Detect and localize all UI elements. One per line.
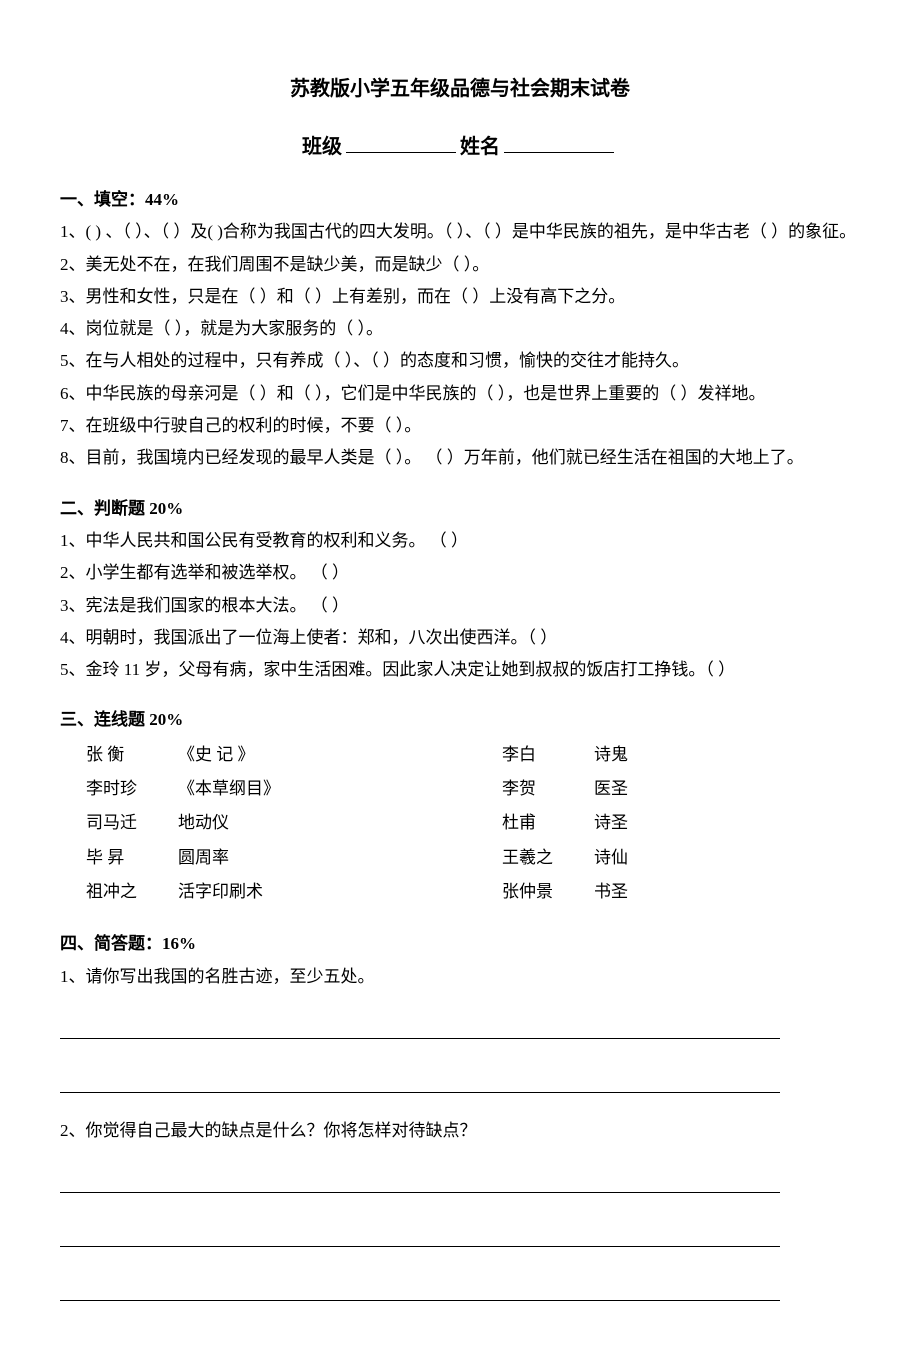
section2-header: 二、判断题 20% — [60, 493, 860, 525]
match-left-work: 活字印刷术 — [178, 876, 378, 908]
s1-q7: 7、在班级中行驶自己的权利的时候，不要（ ）。 — [60, 410, 860, 442]
match-right-work: 诗鬼 — [594, 739, 882, 771]
page-title: 苏教版小学五年级品德与社会期末试卷 — [60, 70, 860, 108]
section-judge: 二、判断题 20% 1、中华人民共和国公民有受教育的权利和义务。 （ ） 2、小… — [60, 493, 860, 687]
match-left-name: 张 衡 — [86, 739, 176, 771]
table-row: 张 衡 《史 记 》 李白 诗鬼 — [86, 739, 882, 771]
s4-q1: 1、请你写出我国的名胜古迹，至少五处。 — [60, 961, 860, 993]
match-left-name: 李时珍 — [86, 773, 176, 805]
match-right-name: 李白 — [502, 739, 592, 771]
s2-q4: 4、明朝时，我国派出了一位海上使者：郑和，八次出使西洋。（ ） — [60, 622, 860, 654]
answer-blank-line[interactable] — [60, 1269, 780, 1301]
answer-blank-line[interactable] — [60, 1007, 780, 1039]
answer-blank-line[interactable] — [60, 1061, 780, 1093]
section-fill-blank: 一、填空：44% 1、( ) 、（ ）、（ ）及( )合称为我国古代的四大发明。… — [60, 184, 860, 475]
s1-q5: 5、在与人相处的过程中，只有养成（ ）、（ ）的态度和习惯，愉快的交往才能持久。 — [60, 345, 860, 377]
match-left-name: 毕 昇 — [86, 842, 176, 874]
section1-header: 一、填空：44% — [60, 184, 860, 216]
answer-blank-line[interactable] — [60, 1215, 780, 1247]
s4-q2: 2、你觉得自己最大的缺点是什么？你将怎样对待缺点？ — [60, 1115, 860, 1147]
match-right-work: 书圣 — [594, 876, 882, 908]
match-left-name: 司马迁 — [86, 807, 176, 839]
match-left-work: 《史 记 》 — [178, 739, 378, 771]
table-row: 毕 昇 圆周率 王羲之 诗仙 — [86, 842, 882, 874]
match-right-name: 张仲景 — [502, 876, 592, 908]
table-row: 李时珍 《本草纲目》 李贺 医圣 — [86, 773, 882, 805]
name-blank[interactable] — [504, 133, 614, 153]
section3-header: 三、连线题 20% — [60, 704, 860, 736]
s1-q1: 1、( ) 、（ ）、（ ）及( )合称为我国古代的四大发明。（ ）、（ ）是中… — [60, 216, 860, 248]
answer-blank-line[interactable] — [60, 1161, 780, 1193]
class-label: 班级 — [302, 136, 342, 158]
table-row: 祖冲之 活字印刷术 张仲景 书圣 — [86, 876, 882, 908]
section-short-answer: 四、简答题：16% 1、请你写出我国的名胜古迹，至少五处。 2、你觉得自己最大的… — [60, 928, 860, 1301]
match-right-name: 杜甫 — [502, 807, 592, 839]
s2-q2: 2、小学生都有选举和被选举权。 （ ） — [60, 557, 860, 589]
match-right-name: 王羲之 — [502, 842, 592, 874]
s1-q4: 4、岗位就是（ ），就是为大家服务的（ ）。 — [60, 313, 860, 345]
s2-q5: 5、金玲 11 岁，父母有病，家中生活困难。因此家人决定让她到叔叔的饭店打工挣钱… — [60, 654, 860, 686]
section-matching: 三、连线题 20% 张 衡 《史 记 》 李白 诗鬼 李时珍 《本草纲目》 李贺… — [60, 704, 860, 910]
s1-q2: 2、美无处不在，在我们周围不是缺少美，而是缺少（ ）。 — [60, 249, 860, 281]
matching-table: 张 衡 《史 记 》 李白 诗鬼 李时珍 《本草纲目》 李贺 医圣 司马迁 地动… — [84, 737, 884, 910]
match-right-work: 诗圣 — [594, 807, 882, 839]
class-blank[interactable] — [346, 133, 456, 153]
s1-q3: 3、男性和女性，只是在（ ）和（ ）上有差别，而在（ ）上没有高下之分。 — [60, 281, 860, 313]
match-left-work: 地动仪 — [178, 807, 378, 839]
match-left-work: 圆周率 — [178, 842, 378, 874]
s1-q8: 8、目前，我国境内已经发现的最早人类是（ ）。 （ ）万年前，他们就已经生活在祖… — [60, 442, 860, 474]
s2-q1: 1、中华人民共和国公民有受教育的权利和义务。 （ ） — [60, 525, 860, 557]
match-right-work: 诗仙 — [594, 842, 882, 874]
s1-q6: 6、中华民族的母亲河是（ ）和（ ），它们是中华民族的（ ），也是世界上重要的（… — [60, 378, 860, 410]
match-left-name: 祖冲之 — [86, 876, 176, 908]
student-info-row: 班级 姓名 — [60, 128, 860, 166]
match-right-work: 医圣 — [594, 773, 882, 805]
match-left-work: 《本草纲目》 — [178, 773, 378, 805]
s2-q3: 3、宪法是我们国家的根本大法。 （ ） — [60, 590, 860, 622]
table-row: 司马迁 地动仪 杜甫 诗圣 — [86, 807, 882, 839]
section4-header: 四、简答题：16% — [60, 928, 860, 960]
name-label: 姓名 — [460, 136, 500, 158]
match-right-name: 李贺 — [502, 773, 592, 805]
